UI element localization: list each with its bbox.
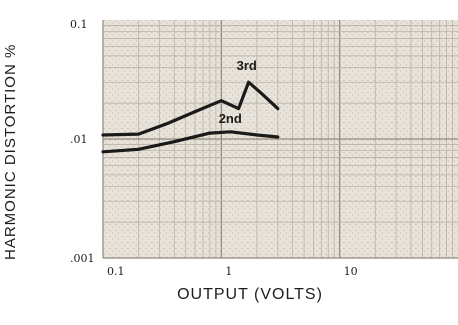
series-label-3rd: 3rd bbox=[237, 58, 257, 73]
x-tick-label: 10 bbox=[344, 265, 358, 278]
series-line-2nd bbox=[101, 130, 280, 154]
x-tick-label: 1 bbox=[225, 265, 232, 278]
y-tick-label: .01 bbox=[70, 133, 88, 146]
x-tick-label: 0.1 bbox=[107, 265, 125, 278]
series-line-3rd bbox=[101, 80, 280, 137]
x-axis-label: OUTPUT (VOLTS) bbox=[177, 286, 323, 303]
y-tick-label: .001 bbox=[70, 252, 95, 265]
series-label-2nd: 2nd bbox=[219, 111, 242, 126]
y-tick-label: 0.1 bbox=[70, 18, 88, 31]
